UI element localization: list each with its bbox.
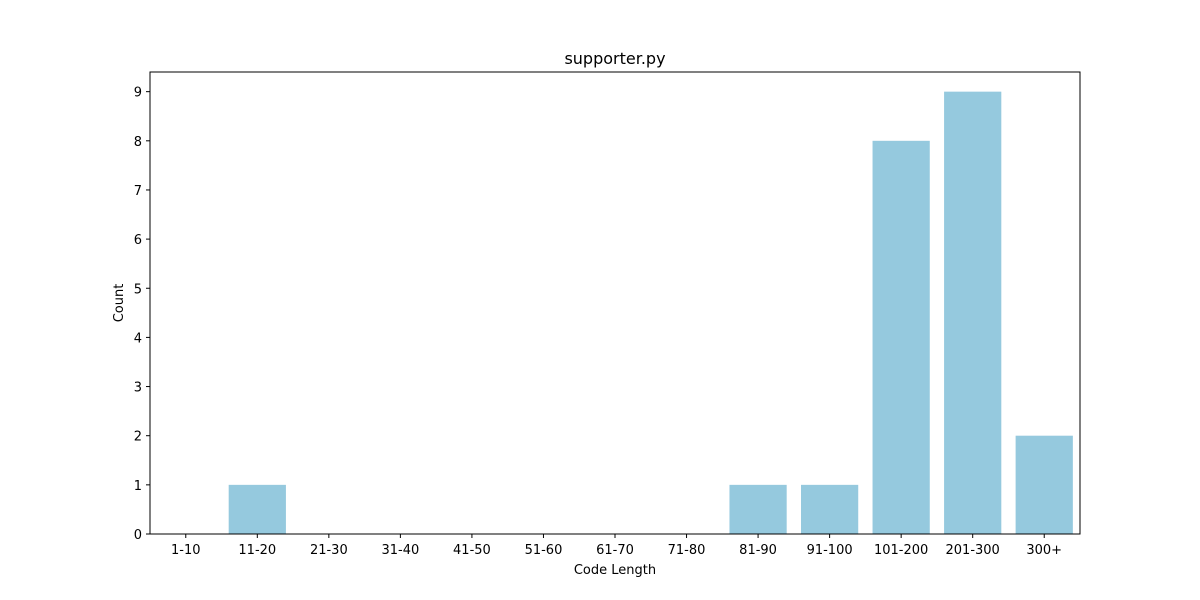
bar-81-90	[729, 484, 787, 534]
x-tick-label: 21-30	[310, 543, 348, 558]
x-tick-label: 91-100	[807, 543, 853, 558]
y-tick-label: 4	[134, 331, 142, 346]
y-axis-ticks: 0 1 2 3 4 5 6 7 8 9	[134, 86, 150, 543]
y-tick-label: 7	[134, 184, 142, 199]
chart-title: supporter.py	[564, 49, 665, 68]
plot-area-frame	[149, 71, 1081, 535]
y-tick-label: 2	[134, 430, 142, 445]
x-tick-label: 51-60	[525, 543, 563, 558]
x-tick-label: 31-40	[381, 543, 419, 558]
bar-300+	[1015, 435, 1073, 534]
x-tick-label: 81-90	[739, 543, 777, 558]
bars-group	[228, 91, 1073, 534]
x-tick-label: 201-300	[946, 543, 1000, 558]
x-tick-label: 300+	[1026, 543, 1062, 558]
bar-201-300	[944, 91, 1002, 534]
bar-91-100	[801, 484, 859, 534]
x-tick-label: 101-200	[874, 543, 928, 558]
bar-11-20	[228, 484, 286, 534]
y-tick-label: 1	[134, 479, 142, 494]
y-tick-label: 3	[134, 381, 142, 396]
x-tick-label: 11-20	[238, 543, 276, 558]
y-axis-label: Count	[112, 284, 127, 323]
x-tick-label: 61-70	[596, 543, 634, 558]
y-tick-label: 8	[134, 135, 142, 150]
x-tick-label: 1-10	[171, 543, 201, 558]
y-tick-label: 6	[134, 233, 142, 248]
y-tick-label: 9	[134, 86, 142, 101]
x-tick-label: 41-50	[453, 543, 491, 558]
x-axis-label: Code Length	[574, 563, 656, 578]
y-tick-label: 0	[134, 528, 142, 543]
bar-101-200	[872, 140, 930, 534]
x-tick-label: 71-80	[668, 543, 706, 558]
x-axis-ticks: 1-10 11-20 21-30 31-40 41-50 51-60 61-70 71-80 8…	[171, 534, 1062, 558]
y-tick-label: 5	[134, 282, 142, 297]
